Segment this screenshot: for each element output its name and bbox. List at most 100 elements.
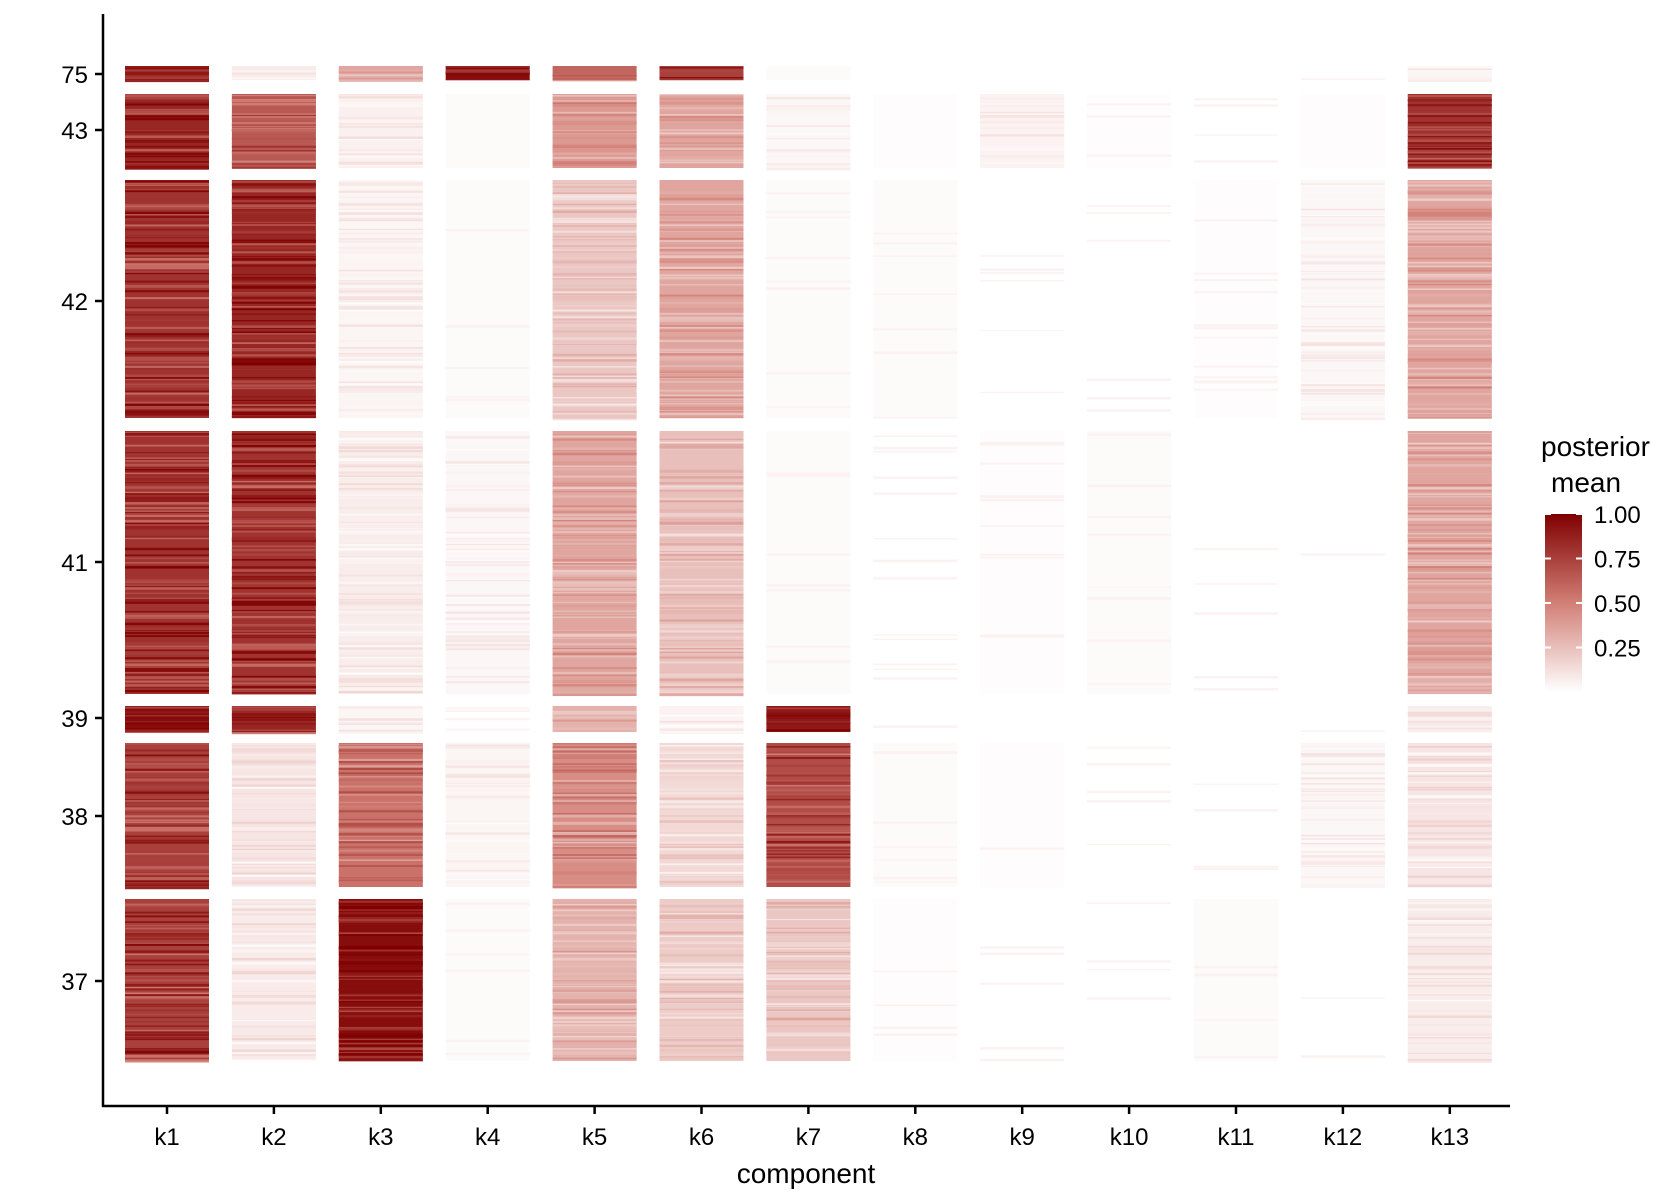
cell-texture-k3-41 xyxy=(338,431,423,694)
heatmap-cell-k8-42 xyxy=(873,180,958,418)
legend-title-line1: posterior xyxy=(1541,431,1650,462)
cell-texture-k1-38 xyxy=(125,743,209,890)
heatmap-cell-k9-37 xyxy=(980,899,1065,1061)
x-tick-label-k13: k13 xyxy=(1430,1124,1469,1151)
heatmap-cell-k11-41 xyxy=(1194,431,1278,694)
legend-title-line2: mean xyxy=(1551,467,1621,498)
cell-texture-k8-41 xyxy=(873,435,958,680)
cell-texture-k4-37 xyxy=(445,902,530,1055)
legend-tick-label-1.00: 1.00 xyxy=(1594,502,1641,529)
heatmap-cell-k9-75 xyxy=(980,66,1065,80)
cell-texture-k13-43 xyxy=(1407,95,1492,169)
y-tick-label-41: 41 xyxy=(61,550,88,577)
legend-colorbar xyxy=(1545,514,1582,692)
heatmap-cell-k7-39 xyxy=(766,706,851,732)
cell-texture-k12-37 xyxy=(1300,997,1385,1058)
x-tick-label-k4: k4 xyxy=(475,1124,500,1151)
y-axis-ticks: 75 43 42 41 39 38 37 xyxy=(61,62,103,996)
cell-texture-k8-37 xyxy=(873,970,958,1036)
cell-texture-k4-41 xyxy=(445,435,530,695)
heatmap-cell-k11-37 xyxy=(1194,899,1278,1061)
cell-texture-k9-38 xyxy=(980,847,1065,850)
heatmap-cell-k13-43 xyxy=(1407,94,1492,168)
cell-texture-k1-42 xyxy=(125,180,209,416)
heatmap-cell-k8-41 xyxy=(873,431,958,694)
heatmap-cells xyxy=(125,66,1492,1063)
cell-texture-k2-41 xyxy=(231,433,316,695)
heatmap-cell-k6-39 xyxy=(659,706,744,732)
cell-texture-k13-39 xyxy=(1407,706,1492,733)
heatmap-cell-k7-42 xyxy=(766,180,851,418)
heatmap-cell-k8-38 xyxy=(873,743,958,887)
cell-texture-k1-37 xyxy=(125,902,209,1063)
cell-texture-k11-42 xyxy=(1194,219,1278,391)
heatmap-cell-k11-38 xyxy=(1194,743,1278,887)
cell-texture-k7-42 xyxy=(766,192,851,408)
heatmap-cell-k9-38 xyxy=(980,743,1065,887)
cell-texture-k2-39 xyxy=(231,706,316,735)
legend-tick-label-0.25: 0.25 xyxy=(1594,636,1641,663)
cell-texture-k1-41 xyxy=(125,432,209,693)
x-tick-label-k8: k8 xyxy=(903,1124,928,1151)
heatmap-cell-k12-75 xyxy=(1300,66,1385,80)
heatmap-cell-k7-75 xyxy=(766,66,851,80)
heatmap-cell-k4-37 xyxy=(445,899,530,1061)
cell-texture-k6-75 xyxy=(659,67,744,81)
cell-texture-k9-41 xyxy=(980,442,1065,638)
legend-tick-label-0.50: 0.50 xyxy=(1594,591,1641,618)
cell-texture-k2-37 xyxy=(231,899,316,1062)
heatmap-cell-k11-39 xyxy=(1194,706,1278,732)
heatmap-cell-k8-39 xyxy=(873,706,958,732)
cell-texture-k5-42 xyxy=(552,180,637,421)
cell-texture-k6-37 xyxy=(659,903,744,1060)
cell-texture-k5-75 xyxy=(552,73,637,82)
heatmap-cell-k10-39 xyxy=(1087,706,1172,732)
heatmap-cell-k10-42 xyxy=(1087,180,1172,418)
cell-texture-k13-41 xyxy=(1407,431,1492,694)
cell-texture-k3-37 xyxy=(338,900,423,1062)
cell-texture-k12-39 xyxy=(1300,730,1385,733)
cell-texture-k8-38 xyxy=(873,751,958,883)
cell-texture-k4-75 xyxy=(445,66,530,81)
cell-texture-k6-39 xyxy=(659,713,744,735)
cell-texture-k1-75 xyxy=(125,68,209,83)
cell-texture-k11-38 xyxy=(1194,783,1278,871)
cell-texture-k6-42 xyxy=(659,191,744,419)
heatmap-cell-k9-39 xyxy=(980,706,1065,732)
cell-texture-k13-37 xyxy=(1407,902,1492,1063)
y-tick-label-75: 75 xyxy=(61,62,88,89)
heatmap-cell-k8-43 xyxy=(873,94,958,168)
heatmap-cell-k12-41 xyxy=(1300,431,1385,694)
cell-texture-k3-38 xyxy=(338,744,423,883)
heatmap-cell-k12-43 xyxy=(1300,94,1385,168)
cell-texture-k2-75 xyxy=(231,69,316,80)
x-tick-label-k7: k7 xyxy=(796,1124,821,1151)
heatmap-cell-k2-37 xyxy=(231,899,316,1061)
heatmap-cell-k9-41 xyxy=(980,431,1065,694)
cell-texture-k11-37 xyxy=(1194,965,1278,1059)
cell-texture-k7-38 xyxy=(766,745,851,883)
x-tick-label-k5: k5 xyxy=(582,1124,607,1151)
cell-texture-k3-39 xyxy=(338,706,423,734)
x-tick-label-k2: k2 xyxy=(261,1124,286,1151)
x-tick-label-k1: k1 xyxy=(154,1124,179,1151)
cell-texture-k7-41 xyxy=(766,472,851,663)
cell-texture-k3-75 xyxy=(338,69,423,82)
cell-texture-k2-43 xyxy=(231,94,316,169)
cell-texture-k5-39 xyxy=(552,709,637,731)
color-legend: posterior mean 1.00 0.75 0.50 0.25 xyxy=(1541,431,1650,692)
x-axis-title: component xyxy=(737,1158,876,1189)
cell-texture-k7-39 xyxy=(766,707,851,732)
cell-texture-k12-41 xyxy=(1300,553,1385,556)
heatmap-cell-k12-39 xyxy=(1300,706,1385,732)
y-tick-label-39: 39 xyxy=(61,706,88,733)
cell-texture-k8-39 xyxy=(873,725,958,728)
cell-texture-k3-42 xyxy=(338,181,423,413)
cell-texture-k2-42 xyxy=(231,180,316,419)
x-tick-label-k12: k12 xyxy=(1324,1124,1363,1151)
y-tick-label-38: 38 xyxy=(61,804,88,831)
cell-texture-k3-43 xyxy=(338,94,423,167)
heatmap-cell-k8-75 xyxy=(873,66,958,80)
x-axis-ticks: k1 k2 k3 k4 k5 k6 k7 k8 k9 k10 k11 k12 k13 xyxy=(154,1106,1469,1151)
